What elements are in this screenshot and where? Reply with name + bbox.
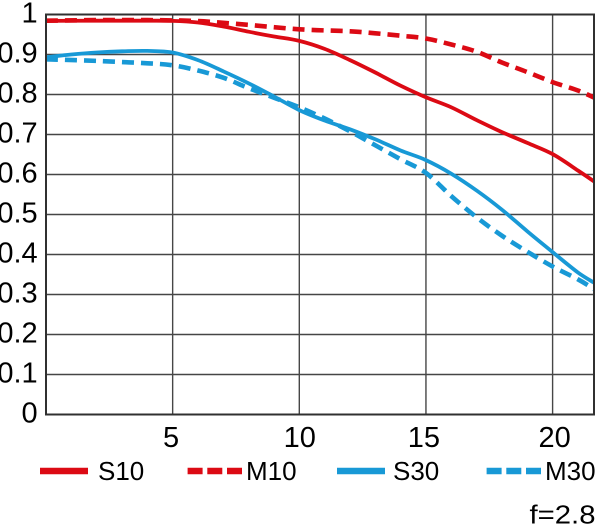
svg-text:0.9: 0.9	[0, 38, 38, 70]
svg-text:5: 5	[163, 422, 179, 454]
svg-text:0.7: 0.7	[0, 118, 38, 150]
svg-text:S10: S10	[98, 456, 144, 486]
svg-text:0.8: 0.8	[0, 78, 38, 110]
svg-text:S30: S30	[393, 456, 439, 486]
svg-text:10: 10	[284, 422, 316, 454]
svg-text:20: 20	[538, 422, 570, 454]
svg-text:0.3: 0.3	[0, 278, 38, 310]
svg-text:0.1: 0.1	[0, 358, 38, 390]
svg-text:M30: M30	[545, 456, 596, 486]
svg-text:M10: M10	[246, 456, 297, 486]
svg-text:0.6: 0.6	[0, 158, 38, 190]
svg-text:0.2: 0.2	[0, 318, 38, 350]
svg-text:0: 0	[22, 398, 38, 430]
svg-text:0.4: 0.4	[0, 238, 38, 270]
svg-text:15: 15	[408, 422, 440, 454]
svg-text:1: 1	[22, 0, 38, 30]
svg-text:f=2.8: f=2.8	[530, 502, 596, 530]
svg-text:0.5: 0.5	[0, 198, 38, 230]
